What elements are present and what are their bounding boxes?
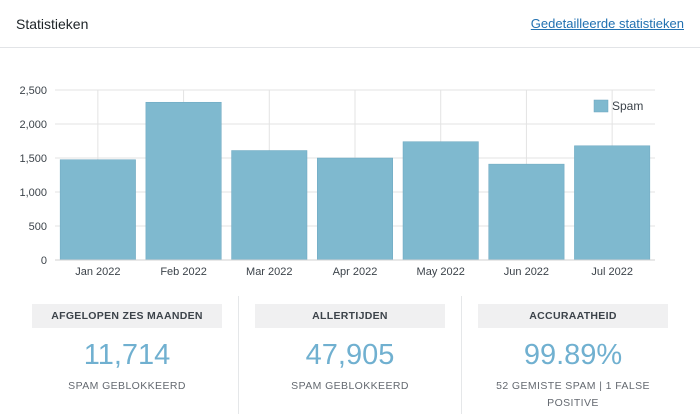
stat-label: AFGELOPEN ZES MAANDEN xyxy=(32,304,222,328)
x-tick-label: May 2022 xyxy=(417,266,465,278)
stat-value: 47,905 xyxy=(305,339,395,371)
y-tick-label: 2,000 xyxy=(19,119,47,131)
stat-accuracy: ACCURAATHEID 99.89% 52 GEMISTE SPAM | 1 … xyxy=(461,296,684,414)
bar-1 xyxy=(59,159,136,261)
x-tick-label: Feb 2022 xyxy=(160,266,206,278)
chart-svg: 0 500 1,000 1,500 2,000 2,500 Jan 2022 Feb 2022… xyxy=(19,85,655,278)
y-tick-label: 1,500 xyxy=(19,153,47,165)
detailed-statistics-link[interactable]: Gedetailleerde statistieken xyxy=(530,16,684,31)
bar-3 xyxy=(231,150,308,261)
bar-2 xyxy=(145,101,222,261)
y-tick-label: 2,500 xyxy=(19,85,47,97)
stat-value: 99.89% xyxy=(523,339,623,371)
y-tick-label: 0 xyxy=(41,255,47,267)
bar-4 xyxy=(317,157,393,261)
legend-swatch xyxy=(593,99,609,113)
x-tick-label: Jun 2022 xyxy=(504,266,549,278)
stat-six-months: AFGELOPEN ZES MAANDEN 11,714 SPAM GEBLOK… xyxy=(16,296,238,414)
x-tick-label: Mar 2022 xyxy=(246,266,292,278)
legend-label: Spam xyxy=(612,99,643,113)
stat-sublabel: SPAM GEBLOKKEERD xyxy=(291,380,409,392)
stat-sublabel: SPAM GEBLOKKEERD xyxy=(68,380,186,392)
x-tick-label: Jan 2022 xyxy=(75,266,120,278)
panel-header: Statistieken Gedetailleerde statistieken xyxy=(0,0,700,48)
x-tick-label: Jul 2022 xyxy=(591,266,633,278)
y-tick-label: 500 xyxy=(29,221,47,233)
bar-6 xyxy=(488,163,565,261)
stat-label: ACCURAATHEID xyxy=(478,304,668,328)
stats-row: AFGELOPEN ZES MAANDEN 11,714 SPAM GEBLOK… xyxy=(16,296,684,414)
bar-7 xyxy=(574,145,651,261)
stat-label: ALLERTIJDEN xyxy=(255,304,445,328)
y-tick-label: 1,000 xyxy=(19,187,47,199)
stat-all-time: ALLERTIJDEN 47,905 SPAM GEBLOKKEERD xyxy=(238,296,461,414)
stat-value: 11,714 xyxy=(83,339,171,371)
bar-5 xyxy=(402,141,479,261)
panel-title: Statistieken xyxy=(16,15,89,32)
x-tick-label: Apr 2022 xyxy=(333,266,378,278)
stat-sublabel: 52 GEMISTE SPAM | 1 FALSE POSITIVE xyxy=(496,380,650,409)
spam-bar-chart: 0 500 1,000 1,500 2,000 2,500 Jan 2022 Feb 2022… xyxy=(0,48,700,284)
